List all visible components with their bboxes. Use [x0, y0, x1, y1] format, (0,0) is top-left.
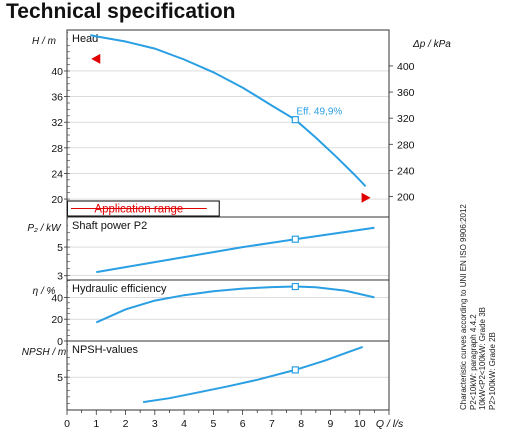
- right-tick-label: 400: [397, 61, 415, 73]
- x-tick-label: 2: [123, 418, 129, 430]
- right-tick-label: 360: [397, 87, 415, 99]
- series-line-npsh: [142, 345, 364, 404]
- series-line-power: [96, 226, 375, 274]
- y-tick-label: 40: [51, 66, 63, 78]
- standards-note-line: P2>100kW: Grade 2B: [487, 332, 497, 410]
- x-tick-label: 0: [64, 418, 70, 430]
- standards-note-line: 10kW<P2<100kW: Grade 3B: [478, 306, 488, 410]
- range-marker: [91, 53, 101, 64]
- x-tick-label: 9: [328, 418, 334, 430]
- x-tick-label: 4: [181, 418, 187, 430]
- y-axis-label: NPSH / m: [22, 347, 66, 358]
- y-tick-label: 0: [57, 336, 63, 348]
- y-tick-label: 40: [51, 292, 63, 304]
- y-axis-label: H / m: [32, 36, 56, 47]
- operating-point: [291, 366, 299, 374]
- panel-title: Hydraulic efficiency: [72, 283, 167, 295]
- x-tick-label: 7: [269, 418, 275, 430]
- x-tick-label: 5: [210, 418, 216, 430]
- x-axis-label: Q / l/s: [376, 418, 404, 430]
- operating-point: [291, 282, 299, 291]
- y-tick-label: 5: [57, 242, 63, 254]
- panel-title-bg: [68, 281, 204, 295]
- page-title: Technical specification: [6, 0, 236, 23]
- panel-title: Shaft power P2: [72, 220, 147, 232]
- series-line-head: [90, 34, 367, 187]
- x-tick-label: 3: [152, 418, 158, 430]
- right-tick-label: 240: [397, 165, 415, 177]
- y-tick-label: 20: [51, 314, 63, 326]
- panel-title-bg: [68, 342, 147, 356]
- right-tick-label: 280: [397, 139, 415, 151]
- x-tick-label: 1: [93, 418, 99, 430]
- y-tick-label: 32: [51, 117, 63, 129]
- operating-point: [291, 235, 299, 243]
- y-tick-label: 36: [51, 92, 63, 104]
- y-tick-label: 20: [51, 194, 63, 206]
- right-axis-label: Δp / kPa: [412, 39, 451, 50]
- y-tick-label: 24: [51, 168, 63, 180]
- standards-note: Characteristic curves according to UNI E…: [459, 204, 497, 410]
- x-tick-label: 8: [298, 418, 304, 430]
- operating-point: [291, 116, 299, 124]
- standards-note-line: Characteristic curves according to UNI E…: [459, 204, 468, 410]
- x-tick-label: 6: [240, 418, 246, 430]
- x-tick-label: 10: [354, 418, 366, 430]
- panel-title-bg: [68, 218, 166, 232]
- series-line-efficiency: [95, 285, 375, 324]
- y-tick-label: 28: [51, 143, 63, 155]
- y-axis-label: η / %: [33, 286, 56, 297]
- standards-note-line: P2<10kW: paragraph 4.4.2: [468, 314, 478, 410]
- right-tick-label: 320: [397, 113, 415, 125]
- panel-frame: [66, 29, 390, 218]
- panel-title: Head: [72, 33, 98, 45]
- y-tick-label: 3: [57, 271, 63, 283]
- y-tick-label: 5: [57, 372, 63, 384]
- range-marker: [361, 192, 371, 203]
- efficiency-label: Eff. 49,9%: [296, 107, 342, 118]
- right-tick-label: 200: [397, 192, 415, 204]
- application-range-label: Application range: [94, 204, 183, 216]
- y-axis-label: P₂ / kW: [27, 223, 62, 234]
- panel-title-bg: [68, 31, 102, 45]
- panel-title: NPSH-values: [72, 344, 139, 356]
